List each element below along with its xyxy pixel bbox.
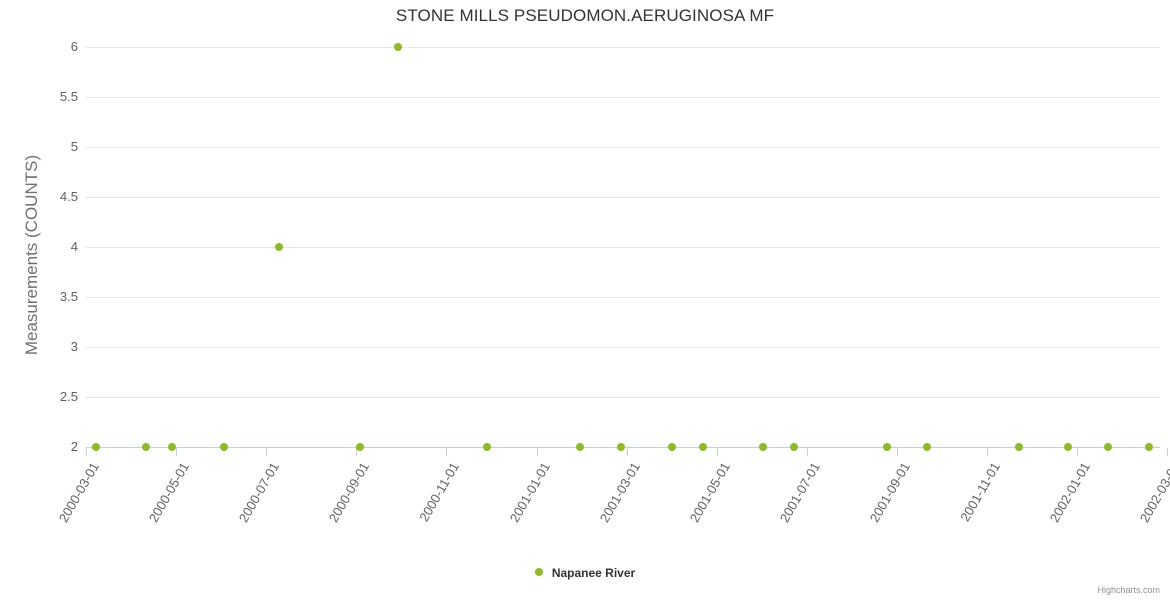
gridline: [86, 247, 1160, 248]
gridline: [86, 347, 1160, 348]
y-axis-title: Measurements (COUNTS): [22, 154, 41, 356]
gridline: [86, 297, 1160, 298]
y-tick-label: 6: [70, 39, 78, 54]
x-tick-label: 2001-11-01: [939, 458, 1004, 556]
data-point[interactable]: [923, 443, 931, 451]
data-point[interactable]: [394, 43, 402, 51]
data-point[interactable]: [759, 443, 767, 451]
gridline: [86, 397, 1160, 398]
data-point[interactable]: [576, 443, 584, 451]
y-tick-label: 3.5: [59, 289, 78, 304]
y-tick-label: 4: [70, 239, 78, 254]
data-point[interactable]: [668, 443, 676, 451]
x-tick-label: 2000-07-01: [218, 458, 283, 556]
x-tick-mark: [1167, 448, 1168, 456]
x-tick-mark: [627, 448, 628, 456]
x-tick-label-text: 2000-05-01: [145, 459, 192, 525]
data-point[interactable]: [92, 443, 100, 451]
data-point[interactable]: [142, 443, 150, 451]
chart-legend: Napanee River: [0, 565, 1170, 580]
y-tick-label: 5.5: [59, 89, 78, 104]
data-point[interactable]: [1104, 443, 1112, 451]
gridline: [86, 197, 1160, 198]
x-tick-label-text: 2001-07-01: [776, 459, 823, 525]
x-tick-label: 2000-09-01: [308, 458, 373, 556]
data-point[interactable]: [356, 443, 364, 451]
x-tick-label-text: 2001-03-01: [596, 459, 643, 525]
x-tick-label: 2001-09-01: [849, 458, 914, 556]
x-tick-label-text: 2001-09-01: [866, 459, 913, 525]
y-axis: 2 2.5 3 3.5 4 4.5 5 5.5 6: [0, 0, 78, 600]
x-tick-label: 2002-01-01: [1029, 458, 1094, 556]
x-tick-label-text: 2001-05-01: [686, 459, 733, 525]
x-tick-label: 2001-01-01: [489, 458, 554, 556]
gridline: [86, 47, 1160, 48]
data-point[interactable]: [220, 443, 228, 451]
chart-title: STONE MILLS PSEUDOMON.AERUGINOSA MF: [395, 6, 775, 25]
x-tick-mark: [176, 448, 177, 456]
y-tick-label: 4.5: [59, 189, 78, 204]
data-point[interactable]: [1015, 443, 1023, 451]
legend-label: Napanee River: [551, 566, 636, 581]
data-point[interactable]: [275, 243, 283, 251]
x-tick-label-text: 2001-11-01: [957, 459, 1003, 524]
gridline: [86, 97, 1160, 98]
x-tick-label: 2000-05-01: [128, 458, 193, 556]
data-point[interactable]: [883, 443, 891, 451]
x-tick-label: 2000-11-01: [398, 458, 463, 556]
data-point[interactable]: [1064, 443, 1072, 451]
x-tick-label-text: 2000-11-01: [416, 459, 462, 524]
y-tick-label: 2: [70, 439, 78, 454]
x-tick-mark: [897, 448, 898, 456]
y-tick-label: 5: [70, 139, 78, 154]
x-tick-mark: [266, 448, 267, 456]
x-tick-label-text: 2000-09-01: [325, 459, 372, 525]
x-tick-mark: [356, 448, 357, 456]
y-tick-label: 2.5: [59, 389, 78, 404]
data-point[interactable]: [617, 443, 625, 451]
x-tick-mark: [987, 448, 988, 456]
x-tick-mark: [807, 448, 808, 456]
data-point[interactable]: [168, 443, 176, 451]
legend-marker-icon: [534, 568, 543, 577]
x-tick-label-text: 2002-01-01: [1046, 459, 1093, 525]
x-tick-mark: [537, 448, 538, 456]
x-tick-label: 2001-05-01: [669, 458, 734, 556]
data-point[interactable]: [790, 443, 798, 451]
data-point[interactable]: [699, 443, 707, 451]
x-tick-label: 2001-03-01: [579, 458, 644, 556]
x-tick-label-text: 2002-03-01: [1136, 459, 1170, 525]
x-tick-mark: [717, 448, 718, 456]
plot-area: [86, 43, 1160, 451]
x-tick-mark: [446, 448, 447, 456]
y-tick-label: 3: [70, 339, 78, 354]
data-point[interactable]: [1145, 443, 1153, 451]
data-point[interactable]: [483, 443, 491, 451]
x-tick-label: 2001-07-01: [759, 458, 824, 556]
x-tick-label-text: 2000-07-01: [235, 459, 282, 525]
x-tick-mark: [1077, 448, 1078, 456]
x-tick-mark: [86, 448, 87, 456]
gridline: [86, 147, 1160, 148]
highcharts-credit[interactable]: Highcharts.com: [1097, 585, 1160, 595]
x-tick-label: 2002-03-01: [1119, 458, 1170, 556]
x-tick-label-text: 2001-01-01: [506, 459, 553, 525]
legend-item[interactable]: Napanee River: [534, 565, 636, 581]
